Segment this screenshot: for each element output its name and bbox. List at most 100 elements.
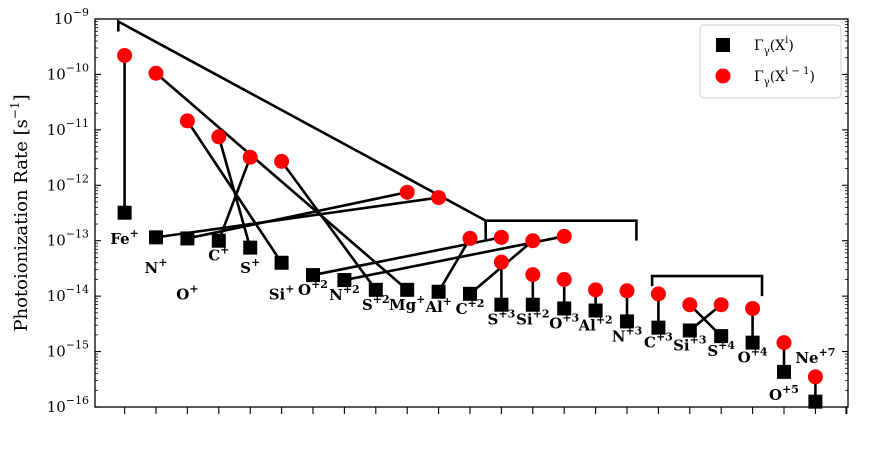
ion-rate-point [525,297,540,312]
ion-rate-point [306,268,320,283]
plot-frame [94,18,849,408]
connection-line [155,196,439,239]
ion-rate-point [557,301,572,316]
y-tick-label: 10−14 [47,283,89,305]
ion-rate-point [494,297,509,312]
parent-rate-point [619,283,635,299]
connection-line [280,160,377,291]
parent-rate-point [556,228,572,244]
ion-label: O+4 [738,346,768,367]
parent-rate-point [556,271,572,287]
ion-rate-point [714,329,729,344]
parent-rate-point [682,297,698,313]
ion-rate-point [149,230,163,245]
ion-label: C+3 [644,331,673,352]
legend-square-marker [716,38,730,52]
parent-rate-point [148,65,164,81]
parent-rate-point [807,369,823,385]
group-bracket-2 [484,219,638,241]
ion-rate-point [463,286,477,301]
parent-rate-point [274,153,290,169]
axis-layer: 10−16 10−15 10−14 10−13 10−12 10−11 10−10 10−9 P… [8,6,849,416]
ion-rate-point [808,394,823,409]
ion-label: Al+2 [577,314,612,335]
ion-rate-point [274,255,289,270]
legend: Γγ(Xi) Γγ(Xi − 1) [699,24,842,99]
ion-label: Al+ [424,295,452,316]
ion-label: O+5 [769,383,799,404]
ion-label: O+ [176,282,198,303]
ion-rate-point [180,231,195,246]
parent-rate-point [745,300,761,316]
y-tick-label: 10−9 [54,6,89,28]
ion-rate-point [777,364,791,379]
parent-rate-point [462,230,478,246]
y-tick-label: 10−12 [47,172,89,194]
y-tick-label: 10−10 [47,61,89,83]
ion-label: Si+ [269,282,295,303]
legend-entry-label: Γγ(Xi) [754,35,794,57]
connection-line [187,190,408,240]
ion-rate-point [745,335,760,350]
ion-label: N+ [145,256,168,277]
parent-rate-point [117,47,133,63]
y-tick-label: 10−16 [47,394,89,416]
ion-rate-point [211,233,226,248]
ion-label: N+3 [612,324,643,345]
parent-rate-point [493,254,509,270]
connection-line [437,237,472,293]
ion-label: S+3 [488,308,516,329]
parent-rate-point [525,267,541,283]
group-bracket-3 [650,274,764,297]
ion-rate-point [651,320,666,335]
y-axis-label: Photoionization Rate [s−1] [8,94,32,331]
y-tick-label: 10−15 [47,339,89,361]
ion-label: C+2 [456,297,485,318]
ion-rate-point [337,273,352,288]
parent-rate-point [493,229,509,245]
connection-line [186,120,283,264]
ion-label: S+2 [362,293,390,314]
parent-rate-point [431,190,447,206]
ion-label: O+2 [298,278,328,299]
ion-label: N+2 [329,283,360,304]
ion-label: Mg+ [389,293,425,314]
ion-rate-point [243,240,258,255]
ion-rate-point [682,323,697,338]
bracket-layer [117,19,764,297]
y-tick-label: 10−11 [47,117,89,139]
ion-label: S+4 [707,339,735,360]
group-bracket-1 [117,19,487,241]
ion-rate-point [117,205,132,220]
legend-entry-label: Γγ(Xi − 1) [754,66,815,88]
ion-label: S+ [240,256,260,277]
parent-rate-point [776,335,792,351]
parent-rate-point [713,297,729,313]
ion-rate-point [431,284,446,299]
ion-label-layer: Fe+N+O+C+S+Si+ O+2N+2S+2 Mg+ Al+ C+2S+3 Si+2O… [110,227,835,404]
ion-label: Si+3 [673,333,706,354]
ion-label: Fe+ [110,227,139,248]
ion-rate-point [620,314,634,329]
ion-label: Si+2 [516,308,549,329]
ion-rate-point [368,282,383,297]
parent-rate-point [242,149,258,165]
legend-box [699,24,842,99]
ion-label: C+ [208,244,229,265]
connection-line [155,72,409,291]
parent-rate-point [588,282,604,298]
parent-rate-point [399,184,415,200]
ion-rate-point [400,282,415,297]
y-tick-label: 10−13 [47,228,89,250]
parent-rate-point [525,233,541,249]
ion-rate-point [588,303,603,318]
parent-rate-point [179,113,195,129]
ion-label: O+3 [549,311,579,332]
marker-layer [117,47,823,409]
parent-rate-point [211,129,227,145]
parent-rate-point [650,286,666,302]
connection-line [217,156,252,242]
legend-circle-marker [715,68,731,84]
ion-label: Ne+7 [795,346,835,367]
